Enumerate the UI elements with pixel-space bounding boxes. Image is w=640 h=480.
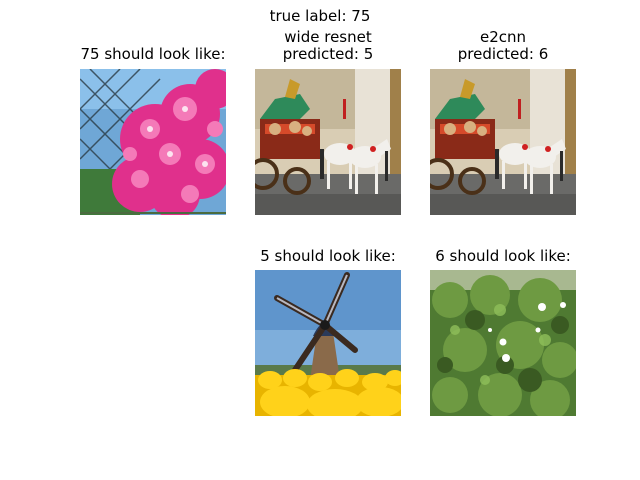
panel-e2cnn-model: e2cnn: [479, 28, 527, 46]
main-title: true label: 75: [269, 7, 371, 25]
panel-reference-title: 75 should look like:: [80, 45, 226, 63]
panel-wide-resnet-prediction: predicted: 5: [282, 45, 374, 63]
carriage-image-e2cnn: [430, 69, 576, 215]
green-shrub-image: [430, 270, 576, 416]
windmill-image: [255, 270, 401, 416]
carriage-image-wide-resnet: [255, 69, 401, 215]
panel-class6-title: 6 should look like:: [435, 247, 571, 265]
panel-e2cnn-prediction: predicted: 6: [457, 45, 549, 63]
panel-class5-title: 5 should look like:: [260, 247, 396, 265]
pink-flowers-image: [80, 69, 226, 215]
panel-wide-resnet-model: wide resnet: [284, 28, 372, 46]
